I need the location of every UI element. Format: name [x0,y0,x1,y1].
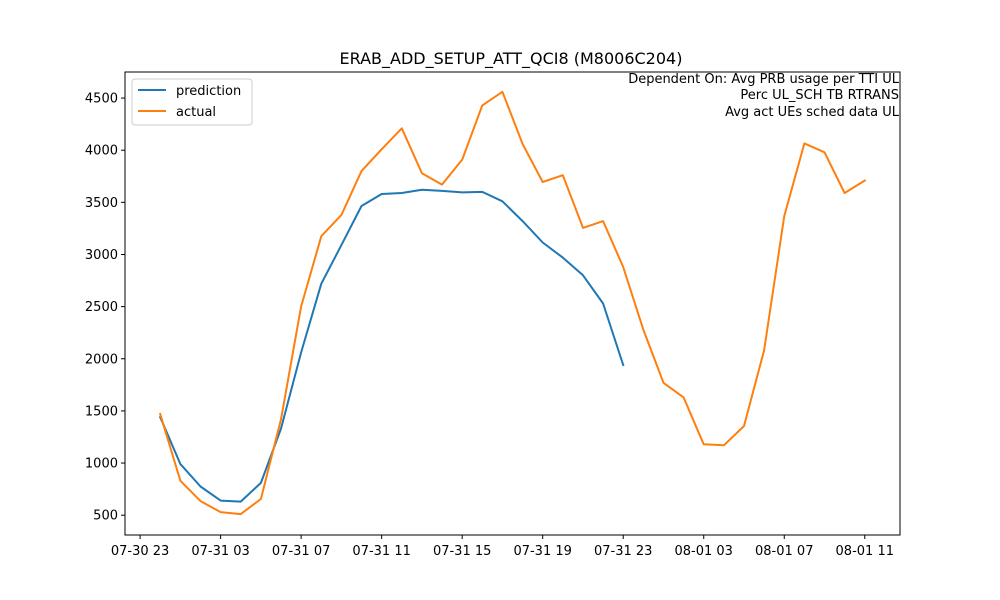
legend-label-actual: actual [176,105,216,120]
series-line-prediction [158,188,625,503]
x-tick-label: 07-31 07 [272,544,330,559]
y-tick-label: 500 [93,509,118,524]
chart-title: ERAB_ADD_SETUP_ATT_QCI8 (M8006C204) [340,49,683,69]
x-tick-label: 07-31 15 [433,544,491,559]
y-tick-label: 2500 [85,300,118,315]
y-tick-label: 4000 [85,144,118,159]
legend: prediction actual [131,78,253,126]
y-tick-label: 1000 [85,457,118,472]
x-tick-label: 08-01 07 [755,544,813,559]
legend-label-prediction: prediction [176,84,241,99]
annotation-line-2: Perc UL_SCH TB RTRANS [740,88,899,103]
annotation-line-3: Avg act UEs sched data UL [725,105,900,120]
y-tick-label: 1500 [85,404,118,419]
plot-area: 500 1000 1500 2000 2500 3000 3500 4000 4500 07-30… [85,90,894,559]
dependency-annotation: Dependent On: Avg PRB usage per TTI UL P… [628,72,900,120]
x-tick-label: 07-31 11 [352,544,410,559]
x-tick-label: 07-31 23 [594,544,652,559]
axes-frame [124,71,901,536]
y-tick-label: 2000 [85,352,118,367]
x-tick-label: 08-01 03 [675,544,733,559]
annotation-line-1: Dependent On: Avg PRB usage per TTI UL [628,72,900,87]
x-tick-label: 07-30 23 [111,544,169,559]
y-tick-label: 3500 [85,196,118,211]
series-line-actual [158,90,867,516]
x-tick-label: 07-31 03 [191,544,249,559]
x-tick-label: 08-01 11 [836,544,894,559]
x-tick-label: 07-31 19 [513,544,571,559]
y-tick-label: 3000 [85,248,118,263]
y-tick-label: 4500 [85,92,118,107]
